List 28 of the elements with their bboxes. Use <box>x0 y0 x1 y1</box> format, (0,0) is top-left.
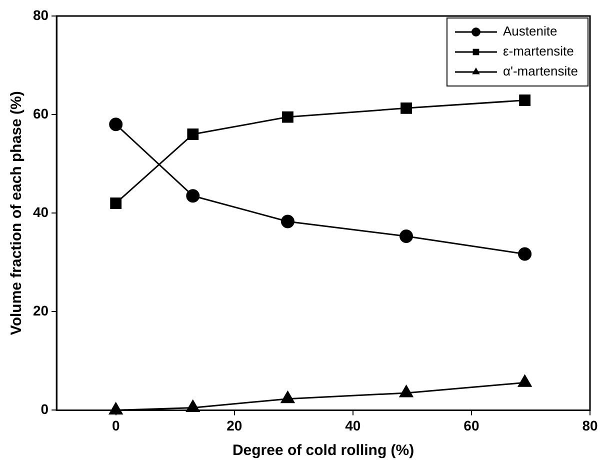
x-tick-label: 20 <box>226 417 242 434</box>
y-tick-label: 80 <box>32 6 49 23</box>
x-tick-label: 0 <box>112 417 120 434</box>
legend-label: α'-martensite <box>502 64 578 79</box>
point <box>110 198 122 209</box>
point <box>400 230 414 244</box>
y-tick-label: 60 <box>32 105 49 122</box>
legend-label: Austenite <box>502 24 558 39</box>
point <box>518 374 532 387</box>
point <box>518 247 532 261</box>
legend-label: ε-martensite <box>502 44 574 59</box>
point <box>187 128 199 140</box>
point <box>519 94 531 106</box>
y-tick-label: 20 <box>32 302 49 319</box>
y-tick-label: 40 <box>32 204 49 220</box>
x-tick-label: 80 <box>582 417 598 434</box>
point <box>109 118 123 132</box>
point <box>400 102 412 114</box>
point <box>280 391 295 404</box>
point <box>282 111 294 123</box>
y-axis-title: Volume fraction of each phase (%) <box>8 91 26 336</box>
x-tick-label: 40 <box>345 417 361 434</box>
point <box>280 214 294 228</box>
x-axis-title: Degree of cold rolling (%) <box>232 442 414 460</box>
y-tick-label: 0 <box>40 401 49 418</box>
x-tick-label: 60 <box>464 417 480 434</box>
point <box>399 385 414 398</box>
point <box>186 189 200 203</box>
